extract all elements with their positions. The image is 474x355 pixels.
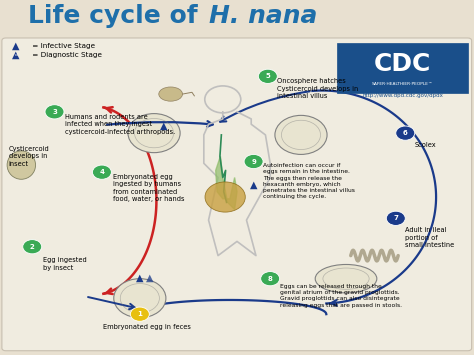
Text: Eggs can be released through the
genital atrium of the gravid proglottids.
Gravi: Eggs can be released through the genital… [280, 284, 401, 307]
Text: CDC: CDC [374, 52, 432, 76]
Circle shape [386, 211, 405, 225]
Ellipse shape [315, 264, 377, 293]
Ellipse shape [128, 114, 180, 153]
Text: 4: 4 [100, 169, 104, 175]
Text: Embryonated egg
ingested by humans
from contaminated
food, water, or hands: Embryonated egg ingested by humans from … [113, 174, 184, 202]
Text: Adult in ileal
portion of
small intestine: Adult in ileal portion of small intestin… [405, 227, 455, 248]
Text: H. nana: H. nana [209, 4, 317, 28]
Ellipse shape [159, 87, 182, 101]
Ellipse shape [275, 115, 327, 154]
Text: 7: 7 [393, 215, 398, 221]
Text: Life cycle of: Life cycle of [28, 4, 206, 28]
Text: 3: 3 [52, 109, 57, 115]
Text: SAFER·HEALTHIER·PEOPLE™: SAFER·HEALTHIER·PEOPLE™ [372, 82, 434, 86]
Text: http://www.dpd.cdc.gov/dpdx: http://www.dpd.cdc.gov/dpdx [363, 93, 443, 98]
Ellipse shape [114, 279, 166, 318]
Text: Egg ingested
by insect: Egg ingested by insect [43, 257, 86, 271]
Text: ▲: ▲ [12, 41, 19, 51]
Text: ▲: ▲ [12, 50, 19, 60]
Circle shape [45, 105, 64, 119]
Text: 5: 5 [265, 73, 270, 79]
Circle shape [92, 165, 111, 179]
Ellipse shape [205, 182, 246, 212]
FancyBboxPatch shape [2, 38, 472, 351]
Circle shape [23, 240, 42, 254]
Text: = Infective Stage: = Infective Stage [30, 43, 95, 49]
Text: ▲: ▲ [160, 121, 167, 131]
Circle shape [130, 307, 149, 321]
Text: Autoinfection can occur if
eggs remain in the intestine.
The eggs then release t: Autoinfection can occur if eggs remain i… [263, 163, 355, 199]
Polygon shape [216, 156, 237, 209]
Ellipse shape [7, 151, 36, 179]
Text: ▲: ▲ [250, 180, 257, 190]
Text: Embryonated egg in feces: Embryonated egg in feces [103, 324, 191, 330]
Text: Humans and rodents are
infected when they ingest
cysticercoid-infected arthropod: Humans and rodents are infected when the… [65, 114, 176, 135]
Text: ▲: ▲ [146, 273, 153, 283]
Text: Cysticercoid
develops in
insect: Cysticercoid develops in insect [9, 146, 49, 166]
Circle shape [244, 154, 263, 169]
Text: Oncosphere hatches
Cysticercoid develops in
intestinal villus: Oncosphere hatches Cysticercoid develops… [277, 78, 358, 99]
Text: 1: 1 [137, 311, 142, 317]
Text: 8: 8 [268, 276, 273, 282]
FancyBboxPatch shape [337, 43, 468, 93]
Circle shape [396, 126, 415, 140]
Text: = Diagnostic Stage: = Diagnostic Stage [30, 52, 102, 58]
Text: 6: 6 [403, 130, 408, 136]
Text: ▲: ▲ [136, 273, 144, 283]
Circle shape [258, 69, 277, 83]
Circle shape [261, 272, 280, 286]
Text: 2: 2 [30, 244, 35, 250]
Text: 9: 9 [251, 159, 256, 164]
Text: Scolex: Scolex [415, 142, 437, 148]
Text: d: d [15, 53, 18, 57]
